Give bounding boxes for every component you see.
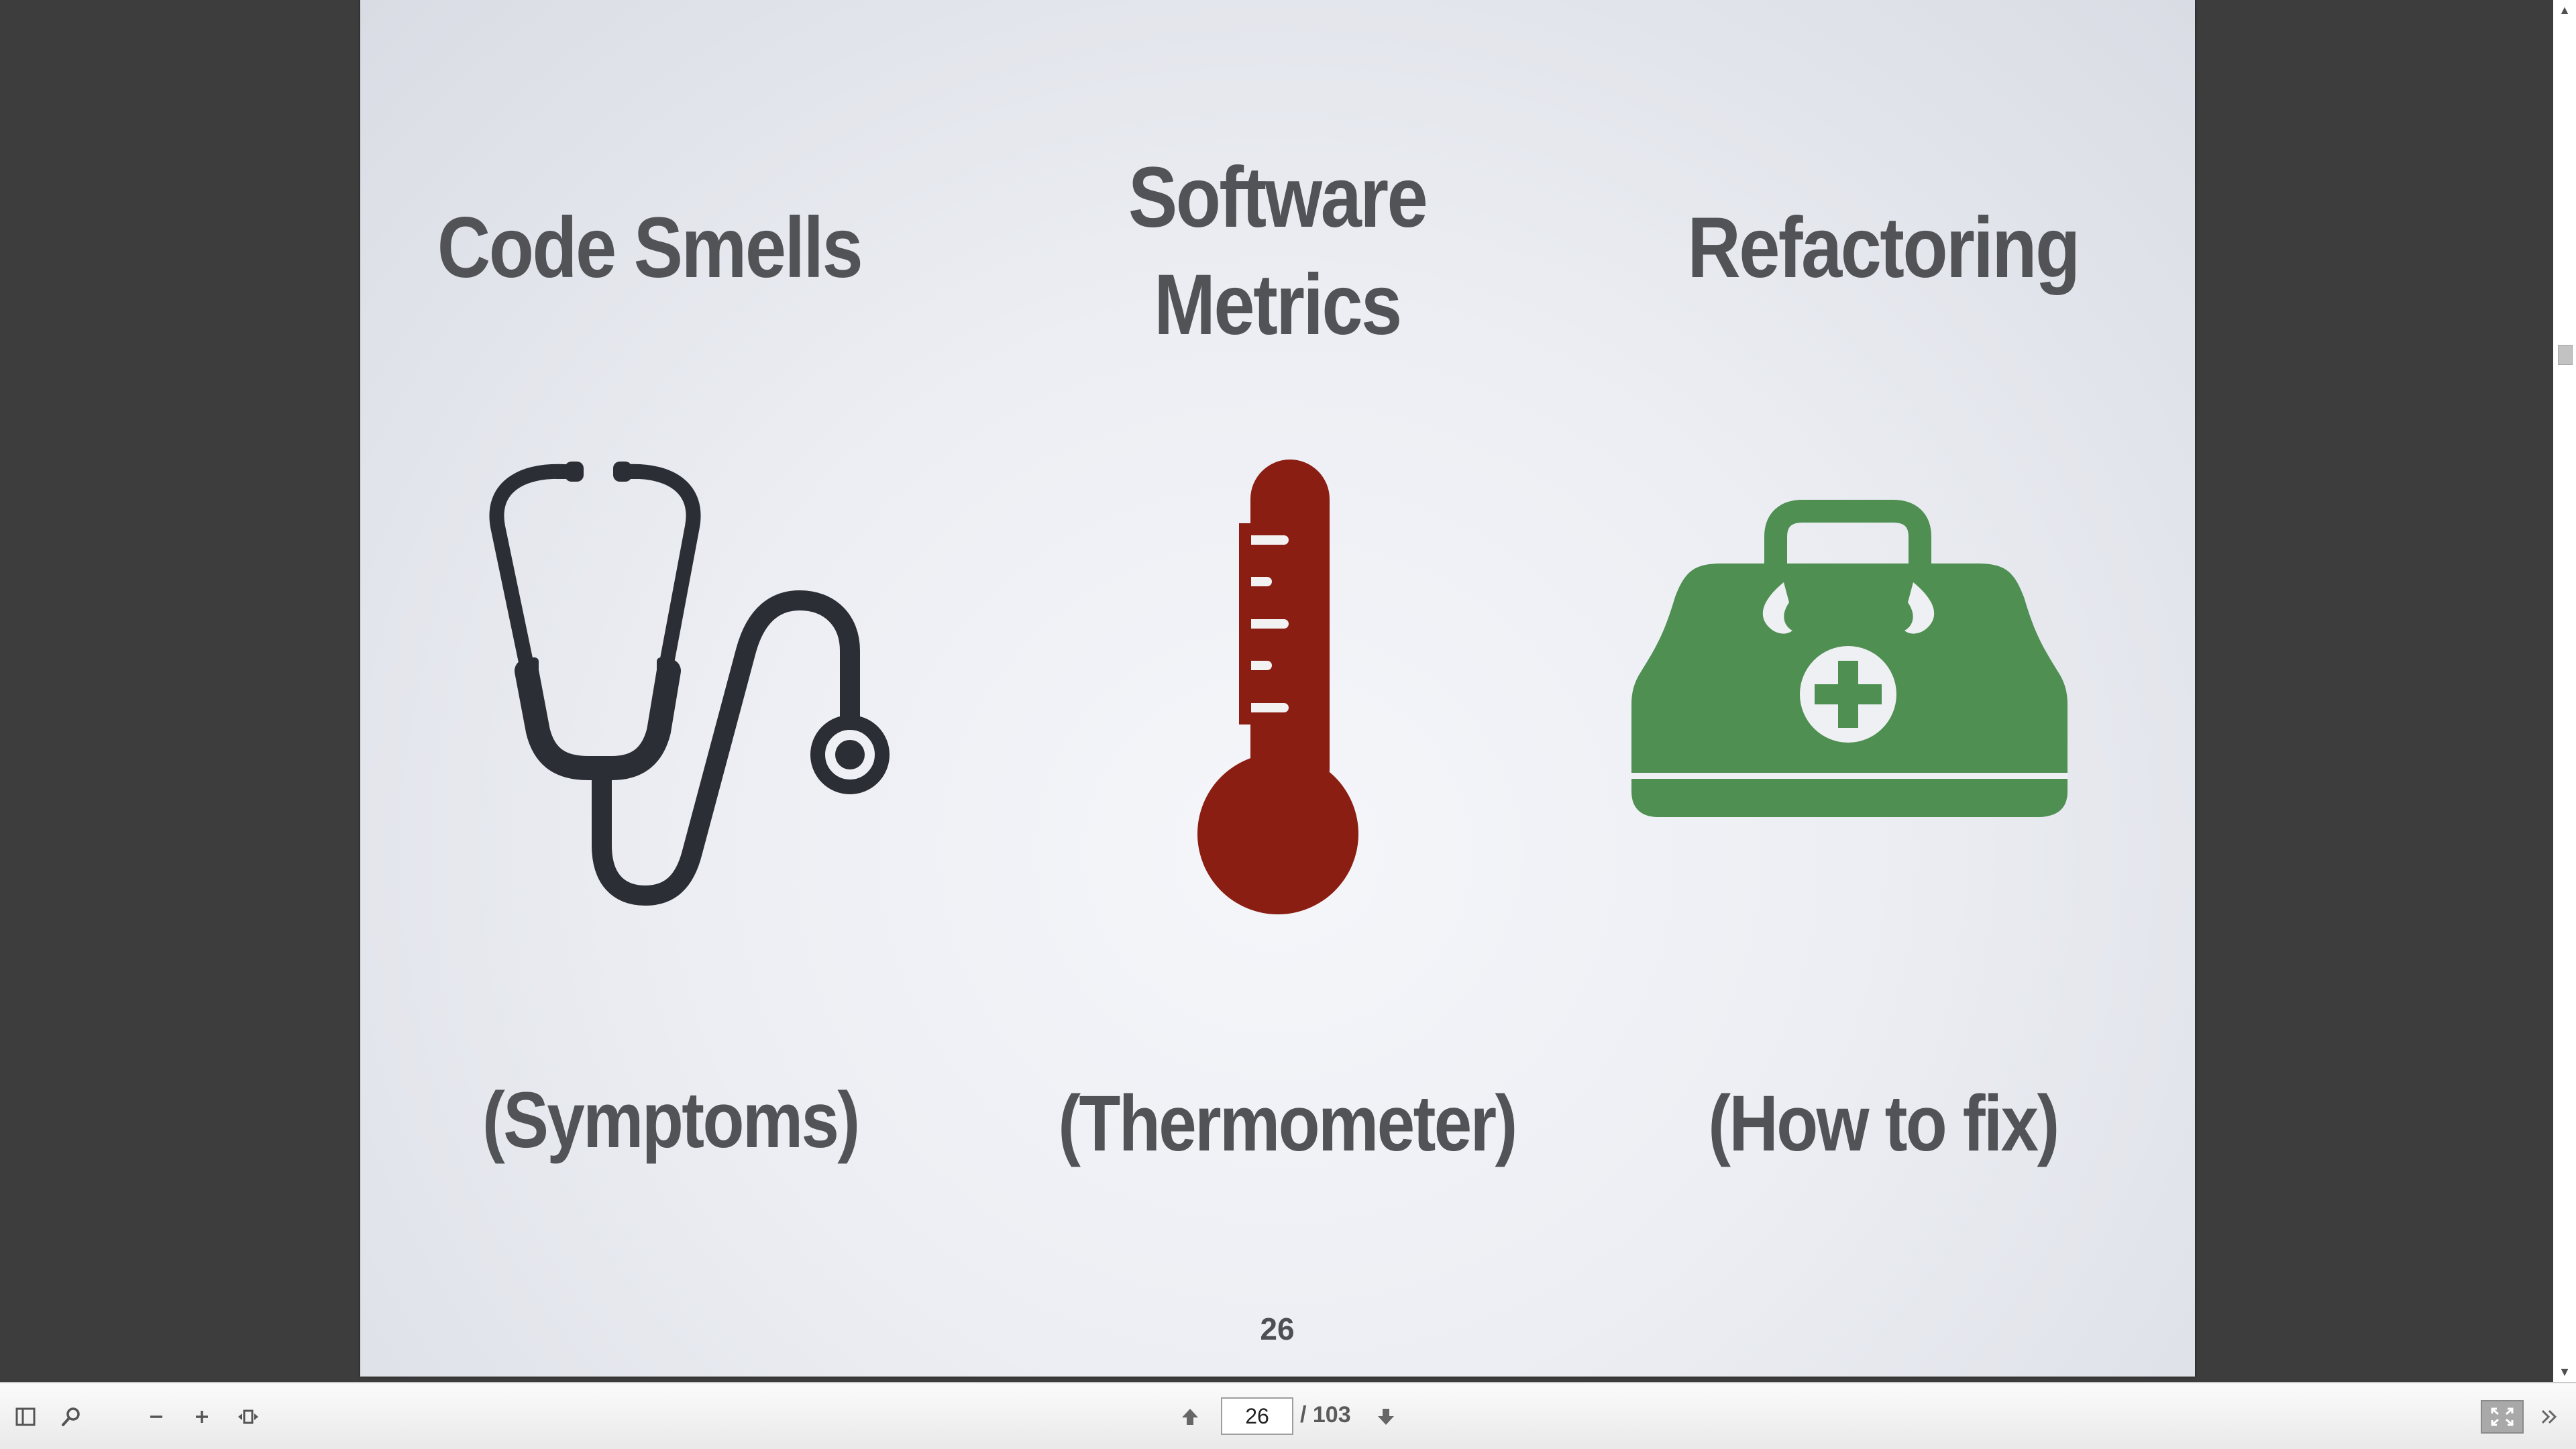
search-icon[interactable]	[52, 1398, 90, 1436]
viewer-toolbar: / 103	[0, 1382, 2576, 1449]
arrow-up-icon[interactable]	[1171, 1398, 1209, 1436]
caption-how-to-fix: (How to fix)	[1708, 1079, 2059, 1168]
page-total-label: / 103	[1300, 1402, 1351, 1428]
stethoscope-icon	[468, 449, 977, 932]
heading-refactoring: Refactoring	[1687, 200, 2080, 296]
medical-bag-icon	[1628, 496, 2138, 832]
scroll-up-arrow[interactable]: ▲	[2559, 3, 2571, 17]
double-chevron-right-icon[interactable]	[2530, 1398, 2568, 1436]
caption-symptoms: (Symptoms)	[482, 1076, 860, 1165]
zoom-out-icon[interactable]	[138, 1398, 175, 1436]
heading-code-smells: Code Smells	[437, 200, 863, 296]
scroll-thumb[interactable]	[2558, 345, 2573, 365]
heading-software-metrics-line2: Metrics	[1154, 257, 1402, 353]
zoom-in-icon[interactable]	[183, 1398, 221, 1436]
sidebar-toggle-icon[interactable]	[7, 1398, 44, 1436]
vertical-scrollbar[interactable]: ▲ ▼	[2553, 0, 2576, 1382]
fullscreen-icon[interactable]	[2481, 1400, 2524, 1434]
arrow-down-icon[interactable]	[1367, 1398, 1405, 1436]
fit-page-icon[interactable]	[229, 1398, 267, 1436]
thermometer-icon	[1192, 456, 1366, 926]
caption-thermometer: (Thermometer)	[1058, 1079, 1517, 1168]
slide-page-number: 26	[1260, 1311, 1295, 1346]
document-viewer[interactable]: Code Smells	[0, 0, 2576, 1382]
page-number-input[interactable]	[1221, 1397, 1293, 1435]
slide-page: Code Smells	[360, 0, 2195, 1377]
heading-software-metrics-line1: Software	[1128, 150, 1428, 246]
scroll-down-arrow[interactable]: ▼	[2559, 1365, 2571, 1379]
